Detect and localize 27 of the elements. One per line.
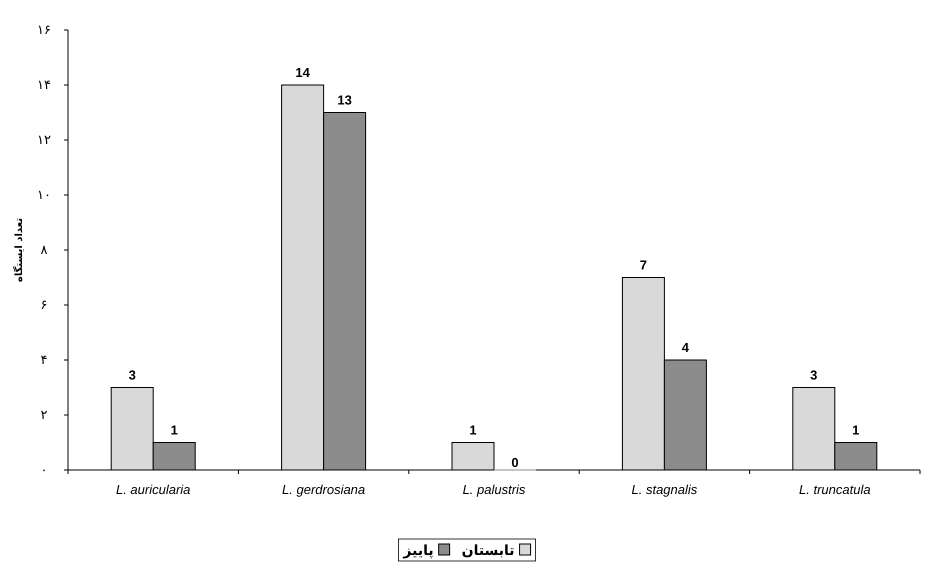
y-tick-label: ۱۰	[37, 188, 51, 203]
x-tick-label: L. truncatula	[799, 482, 871, 497]
data-label: 13	[337, 92, 352, 108]
x-tick-label: L. stagnalis	[632, 482, 698, 497]
data-label: 4	[682, 340, 690, 355]
y-tick-label: ۰	[40, 463, 48, 478]
y-tick-label: ۶	[40, 298, 48, 313]
y-tick-label: ۱۴	[37, 78, 51, 93]
y-tick-label: ۱۶	[37, 23, 51, 38]
y-tick-label: ۸	[40, 243, 48, 258]
data-label: 1	[170, 422, 178, 438]
x-tick-label: L. palustris	[462, 482, 526, 497]
data-label: 3	[810, 368, 818, 382]
legend-label: تابستان	[462, 543, 515, 559]
data-label: 14	[295, 65, 311, 80]
data-label: 3	[128, 368, 136, 382]
y-axis-title: تعداد ایستگاه	[12, 218, 25, 282]
data-label: 1	[852, 422, 860, 438]
y-tick-label: ۴	[40, 353, 48, 368]
data-label: 7	[640, 258, 648, 272]
y-tick-label: ۲	[40, 408, 48, 423]
y-tick-label: ۱۲	[37, 133, 51, 148]
legend-label: پاییز	[402, 543, 434, 559]
data-label: 1	[469, 422, 477, 438]
x-tick-label: L. auricularia	[116, 482, 190, 497]
x-tick-label: L. gerdrosiana	[282, 482, 366, 497]
data-label: 0	[511, 455, 519, 470]
